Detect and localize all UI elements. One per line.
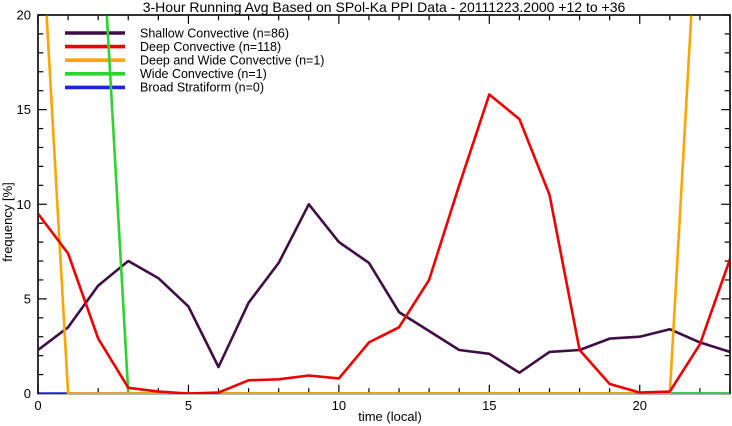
legend-item: Shallow Convective (n=86) xyxy=(65,26,289,40)
legend-item: Deep Convective (n=118) xyxy=(65,40,281,54)
y-tick-label: 10 xyxy=(17,197,31,212)
chart-title: 3-Hour Running Avg Based on SPol-Ka PPI … xyxy=(143,0,626,15)
series-lines xyxy=(39,15,730,394)
y-tick-label: 20 xyxy=(17,8,31,23)
legend-item: Wide Convective (n=1) xyxy=(65,67,267,81)
y-tick-label: 15 xyxy=(17,102,31,117)
legend-label: Shallow Convective (n=86) xyxy=(140,26,289,40)
legend: Shallow Convective (n=86)Deep Convective… xyxy=(65,26,324,95)
x-tick-label: 10 xyxy=(332,398,346,413)
axes: 0 5 10 15 20 0 5 10 15 20 xyxy=(17,8,731,413)
x-tick-label: 0 xyxy=(34,398,41,413)
series-line-shallow-convective-n-86 xyxy=(39,203,730,375)
series-line-deep-and-wide-convective-n-1 xyxy=(45,15,693,394)
y-axis-label: frequency [%] xyxy=(0,182,15,262)
series-line-deep-convective-n-118 xyxy=(39,93,730,394)
legend-label: Broad Stratiform (n=0) xyxy=(140,81,264,95)
y-tick-label: 0 xyxy=(24,386,31,401)
legend-item: Broad Stratiform (n=0) xyxy=(65,81,264,95)
x-tick-label: 20 xyxy=(633,398,647,413)
legend-label: Wide Convective (n=1) xyxy=(140,67,267,81)
x-axis-label: time (local) xyxy=(358,409,422,424)
y-tick-label: 5 xyxy=(24,291,31,306)
x-tick-label: 5 xyxy=(185,398,192,413)
legend-label: Deep and Wide Convective (n=1) xyxy=(140,54,324,68)
x-tick-label: 15 xyxy=(482,398,496,413)
legend-label: Deep Convective (n=118) xyxy=(140,40,281,54)
legend-item: Deep and Wide Convective (n=1) xyxy=(65,54,324,68)
